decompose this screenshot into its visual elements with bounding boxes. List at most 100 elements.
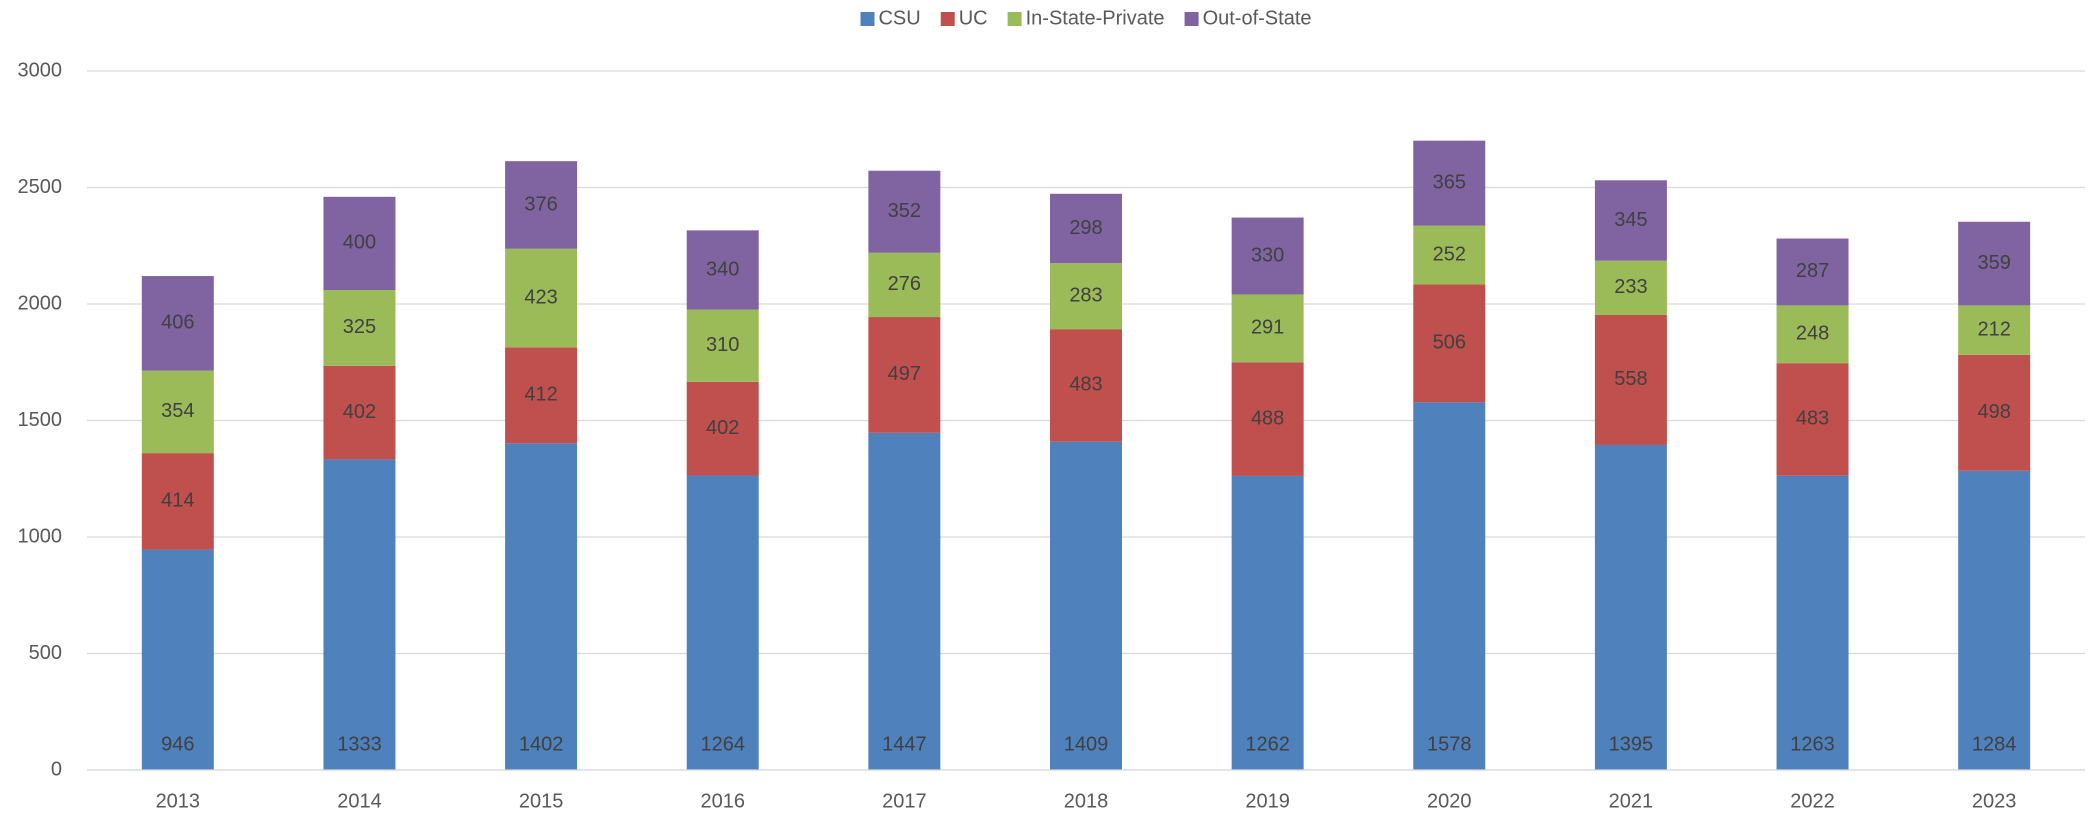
x-tick-label: 2013 bbox=[156, 790, 201, 812]
bar-segment bbox=[1594, 314, 1667, 445]
bar-segment bbox=[868, 252, 941, 318]
x-tick-label: 2016 bbox=[700, 790, 745, 812]
bar-segment bbox=[686, 381, 759, 476]
data-label: 488 bbox=[1251, 407, 1284, 429]
data-label: 412 bbox=[524, 384, 557, 406]
bar-segment bbox=[1231, 475, 1304, 770]
data-label: 402 bbox=[706, 417, 739, 439]
data-label: 291 bbox=[1251, 317, 1284, 339]
data-label: 414 bbox=[161, 490, 194, 512]
data-label: 376 bbox=[524, 193, 557, 215]
x-tick-label: 2019 bbox=[1245, 790, 1290, 812]
bar-segment bbox=[1776, 305, 1849, 364]
bar-segment bbox=[1958, 470, 2031, 770]
x-tick-label: 2014 bbox=[337, 790, 382, 812]
bar-segment bbox=[141, 453, 214, 550]
data-label: 483 bbox=[1069, 374, 1102, 396]
data-label: 506 bbox=[1433, 332, 1466, 354]
data-label: 1447 bbox=[882, 733, 927, 755]
data-label: 287 bbox=[1796, 260, 1829, 282]
data-label: 400 bbox=[343, 232, 376, 254]
x-tick-label: 2017 bbox=[882, 790, 927, 812]
y-tick-label: 2500 bbox=[18, 176, 63, 198]
bar-segment bbox=[505, 443, 578, 770]
bar-segment bbox=[1958, 221, 2031, 306]
bar-segment bbox=[1594, 180, 1667, 261]
bar-segment bbox=[1050, 329, 1122, 442]
bar-segment bbox=[1413, 402, 1486, 770]
legend-swatch bbox=[1007, 12, 1022, 26]
bar-segment bbox=[323, 196, 396, 291]
bar-segment bbox=[141, 276, 214, 371]
bar-segment bbox=[1594, 260, 1667, 315]
bar-segment bbox=[868, 317, 941, 433]
x-tick-label: 2021 bbox=[1609, 790, 1654, 812]
legend-label: In-State-Private bbox=[1026, 7, 1165, 29]
bar-segment bbox=[323, 365, 396, 460]
bar-segment bbox=[1958, 354, 2031, 471]
data-label: 365 bbox=[1433, 171, 1466, 193]
bar-segment bbox=[323, 290, 396, 366]
bar-segment bbox=[686, 309, 759, 382]
bar-segment bbox=[1776, 363, 1849, 476]
bar-segment bbox=[1050, 441, 1122, 770]
data-label: 1333 bbox=[337, 733, 382, 755]
bar-segment bbox=[1231, 362, 1304, 476]
data-label: 558 bbox=[1614, 368, 1647, 390]
y-tick-label: 500 bbox=[29, 642, 62, 664]
x-tick-label: 2022 bbox=[1790, 790, 1835, 812]
data-label: 283 bbox=[1069, 284, 1102, 306]
x-tick-label: 2023 bbox=[1972, 790, 2017, 812]
data-label: 1578 bbox=[1427, 733, 1472, 755]
bar-segment bbox=[505, 347, 578, 444]
y-tick-label: 1000 bbox=[18, 525, 63, 547]
bar-segment bbox=[868, 170, 941, 253]
data-label: 1263 bbox=[1790, 733, 1835, 755]
bar-segment bbox=[868, 432, 941, 770]
data-label: 402 bbox=[343, 401, 376, 423]
bar-segment bbox=[1958, 305, 2031, 355]
data-label: 345 bbox=[1614, 209, 1647, 231]
data-label: 233 bbox=[1614, 276, 1647, 298]
bar-segment bbox=[141, 549, 214, 770]
bar-segment bbox=[505, 248, 578, 348]
data-label: 359 bbox=[1977, 252, 2010, 274]
bar-segment bbox=[323, 459, 396, 770]
data-label: 1409 bbox=[1064, 733, 1109, 755]
bar-segment bbox=[1413, 225, 1486, 285]
bar-segment bbox=[1050, 193, 1122, 264]
data-label: 1395 bbox=[1609, 733, 1654, 755]
data-label: 498 bbox=[1977, 401, 2010, 423]
data-label: 1264 bbox=[700, 733, 745, 755]
y-tick-label: 1500 bbox=[18, 409, 63, 431]
data-label: 354 bbox=[161, 400, 194, 422]
legend-swatch bbox=[940, 12, 955, 26]
data-label: 497 bbox=[888, 363, 921, 385]
data-label: 330 bbox=[1251, 244, 1284, 266]
bar-segment bbox=[1413, 284, 1486, 403]
data-label: 946 bbox=[161, 733, 194, 755]
data-label: 252 bbox=[1433, 243, 1466, 265]
bar-segment bbox=[141, 370, 214, 454]
bar-segment bbox=[1231, 294, 1304, 363]
data-label: 423 bbox=[524, 286, 557, 308]
data-label: 1262 bbox=[1245, 733, 1290, 755]
legend-label: CSU bbox=[878, 7, 920, 29]
data-label: 340 bbox=[706, 258, 739, 280]
y-tick-label: 3000 bbox=[18, 59, 63, 81]
legend-label: Out-of-State bbox=[1203, 7, 1312, 29]
bar-segment bbox=[1776, 475, 1849, 770]
data-label: 310 bbox=[706, 334, 739, 356]
bar-segment bbox=[1050, 263, 1122, 330]
data-label: 276 bbox=[888, 273, 921, 295]
x-tick-label: 2018 bbox=[1064, 790, 1109, 812]
data-label: 248 bbox=[1796, 323, 1829, 345]
data-label: 212 bbox=[1977, 318, 2010, 340]
bar-segment bbox=[1776, 238, 1849, 306]
data-label: 1402 bbox=[519, 733, 564, 755]
y-tick-label: 0 bbox=[51, 758, 62, 780]
bar-segment bbox=[1594, 444, 1667, 770]
bar-segment bbox=[1413, 140, 1486, 226]
bar-segment bbox=[686, 230, 759, 310]
legend-label: UC bbox=[959, 7, 988, 29]
